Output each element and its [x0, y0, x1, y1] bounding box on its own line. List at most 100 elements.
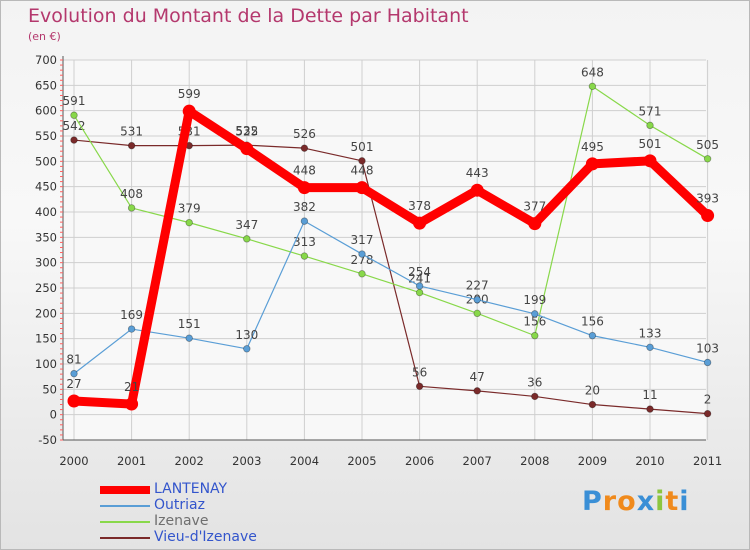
data-label-izenave: 241: [408, 272, 431, 286]
data-point-lantenay: [413, 216, 427, 230]
logo-letter: i: [655, 486, 666, 517]
data-label-lantenay: 443: [466, 166, 489, 180]
y-tick-label: 0: [50, 408, 57, 422]
data-label-vieu-d-izenave: 542: [63, 119, 86, 133]
data-label-izenave: 156: [523, 315, 546, 329]
data-label-outriaz: 169: [120, 308, 143, 322]
data-label-outriaz: 254: [408, 265, 431, 279]
y-tick-label: 400: [35, 205, 57, 219]
data-label-lantenay: 495: [581, 140, 604, 154]
data-point-izenave: [415, 288, 424, 297]
logo-letter: r: [602, 486, 618, 517]
data-point-lantenay: [125, 397, 139, 411]
data-point-outriaz: [358, 250, 366, 258]
data-label-outriaz: 103: [696, 341, 719, 355]
legend-label-outriaz: Outriaz: [154, 497, 205, 513]
data-point-outriaz: [531, 310, 539, 318]
x-tick-label: 2009: [578, 454, 607, 468]
data-point-izenave: [300, 252, 309, 260]
x-tick-label: 2000: [59, 454, 88, 468]
series-line-outriaz: [73, 220, 709, 375]
legend-label-izenave: Izenave: [154, 513, 209, 529]
data-point-izenave: [588, 82, 597, 91]
data-label-vieu-d-izenave: 47: [470, 370, 485, 384]
legend-swatch-vieu-d-izenave: [100, 537, 150, 539]
data-label-outriaz: 382: [293, 200, 316, 214]
data-point-vieu-d-izenave: [127, 141, 136, 150]
x-tick-label: 2006: [405, 454, 434, 468]
data-point-outriaz: [185, 334, 193, 342]
data-point-lantenay: [585, 157, 599, 171]
data-point-vieu-d-izenave: [358, 157, 366, 165]
data-label-vieu-d-izenave: 2: [704, 393, 712, 407]
data-point-lantenay: [701, 209, 715, 223]
x-tick-label: 2010: [635, 454, 664, 468]
data-label-outriaz: 227: [466, 279, 489, 293]
y-tick-label: 600: [35, 104, 57, 118]
data-label-lantenay: 377: [523, 200, 546, 214]
data-label-izenave: 648: [581, 65, 604, 79]
data-label-outriaz: 81: [66, 353, 81, 367]
x-tick-label: 2003: [232, 454, 261, 468]
data-point-izenave: [703, 155, 712, 163]
data-label-izenave: 408: [120, 187, 143, 201]
data-point-lantenay: [297, 181, 311, 195]
data-point-lantenay: [182, 104, 196, 118]
y-tick-label: 700: [35, 53, 57, 67]
y-tick-label: 100: [35, 357, 57, 371]
data-point-vieu-d-izenave: [415, 382, 424, 390]
data-label-vieu-d-izenave: 11: [642, 388, 657, 402]
data-point-vieu-d-izenave: [531, 392, 539, 401]
legend-label-vieu-d-izenave: Vieu-d'Izenave: [154, 529, 257, 545]
data-label-outriaz: 133: [639, 326, 662, 340]
data-point-outriaz: [127, 325, 136, 333]
data-label-izenave: 313: [293, 235, 316, 249]
data-point-outriaz: [415, 282, 424, 290]
data-point-izenave: [473, 309, 481, 318]
data-point-izenave: [243, 235, 251, 243]
data-label-izenave: 505: [696, 138, 719, 152]
y-tick-label: 200: [35, 306, 57, 320]
data-label-lantenay: 525: [235, 125, 258, 139]
data-label-vieu-d-izenave: 501: [351, 140, 374, 154]
x-tick-label: 2007: [463, 454, 492, 468]
chart-subtitle: (en €): [28, 30, 61, 43]
data-point-izenave: [646, 121, 654, 130]
y-tick-label: 350: [35, 230, 57, 244]
data-label-vieu-d-izenave: 526: [293, 127, 316, 141]
data-point-lantenay: [528, 217, 542, 231]
y-tick-label: 550: [35, 129, 57, 143]
data-point-lantenay: [67, 394, 81, 408]
y-tick-label: 500: [35, 154, 57, 168]
y-tick-label: 450: [35, 180, 57, 194]
data-label-outriaz: 156: [581, 315, 604, 329]
data-label-outriaz: 151: [178, 317, 201, 331]
data-label-lantenay: 599: [178, 87, 201, 101]
data-point-outriaz: [300, 217, 309, 225]
data-point-lantenay: [240, 142, 254, 156]
data-point-izenave: [70, 111, 78, 119]
data-point-izenave: [127, 204, 136, 212]
data-point-lantenay: [643, 154, 657, 168]
legend-swatch-lantenay: [100, 486, 150, 494]
data-point-outriaz: [646, 343, 654, 351]
data-label-vieu-d-izenave: 36: [527, 375, 542, 389]
data-label-outriaz: 130: [235, 328, 258, 342]
series-line-izenave: [73, 85, 709, 337]
legend-label-lantenay: LANTENAY: [154, 481, 228, 497]
x-tick-label: 2002: [175, 454, 204, 468]
data-label-vieu-d-izenave: 56: [412, 365, 427, 379]
data-label-lantenay: 378: [408, 199, 431, 213]
logo-letter: P: [582, 486, 603, 517]
data-point-outriaz: [703, 358, 712, 367]
data-label-lantenay: 21: [124, 380, 139, 394]
logo-letter: i: [679, 486, 690, 517]
data-point-izenave: [185, 218, 193, 227]
proxiti-logo: Proxiti: [582, 486, 690, 517]
data-point-izenave: [531, 331, 539, 340]
data-label-izenave: 379: [178, 202, 201, 216]
x-tick-label: 2001: [117, 454, 146, 468]
data-label-outriaz: 199: [523, 293, 546, 307]
legend-swatch-izenave: [100, 521, 150, 523]
